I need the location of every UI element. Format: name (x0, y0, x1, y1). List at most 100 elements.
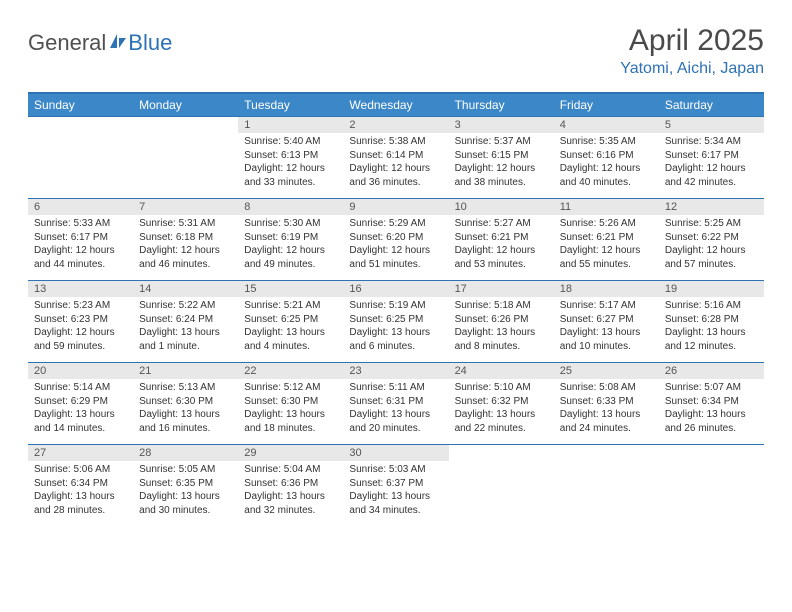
sunset-text: Sunset: 6:17 PM (34, 231, 127, 245)
logo: General Blue (28, 30, 172, 56)
daylight-text: Daylight: 12 hours and 53 minutes. (455, 244, 548, 271)
daylight-text: Daylight: 12 hours and 59 minutes. (34, 326, 127, 353)
calendar-day-cell: 12Sunrise: 5:25 AMSunset: 6:22 PMDayligh… (659, 199, 764, 281)
daylight-text: Daylight: 13 hours and 16 minutes. (139, 408, 232, 435)
header: General Blue April 2025 Yatomi, Aichi, J… (28, 24, 764, 78)
day-number: 10 (449, 199, 554, 215)
sunrise-text: Sunrise: 5:10 AM (455, 381, 548, 395)
calendar-day-cell: 23Sunrise: 5:11 AMSunset: 6:31 PMDayligh… (343, 363, 448, 445)
sunrise-text: Sunrise: 5:06 AM (34, 463, 127, 477)
daylight-text: Daylight: 12 hours and 42 minutes. (665, 162, 758, 189)
calendar-day-cell: 17Sunrise: 5:18 AMSunset: 6:26 PMDayligh… (449, 281, 554, 363)
sunrise-text: Sunrise: 5:34 AM (665, 135, 758, 149)
day-number: 21 (133, 363, 238, 379)
calendar-day-cell: 2Sunrise: 5:38 AMSunset: 6:14 PMDaylight… (343, 117, 448, 199)
day-content: Sunrise: 5:12 AMSunset: 6:30 PMDaylight:… (238, 379, 343, 439)
sunrise-text: Sunrise: 5:16 AM (665, 299, 758, 313)
day-number: 26 (659, 363, 764, 379)
day-number: 18 (554, 281, 659, 297)
day-number: 9 (343, 199, 448, 215)
day-number: 27 (28, 445, 133, 461)
day-number: 22 (238, 363, 343, 379)
sunset-text: Sunset: 6:32 PM (455, 395, 548, 409)
daylight-text: Daylight: 12 hours and 36 minutes. (349, 162, 442, 189)
sunrise-text: Sunrise: 5:38 AM (349, 135, 442, 149)
sunrise-text: Sunrise: 5:07 AM (665, 381, 758, 395)
daylight-text: Daylight: 13 hours and 6 minutes. (349, 326, 442, 353)
sunset-text: Sunset: 6:30 PM (244, 395, 337, 409)
weekday-header: Saturday (659, 93, 764, 117)
day-content: Sunrise: 5:34 AMSunset: 6:17 PMDaylight:… (659, 133, 764, 193)
calendar-day-cell: 7Sunrise: 5:31 AMSunset: 6:18 PMDaylight… (133, 199, 238, 281)
sunset-text: Sunset: 6:22 PM (665, 231, 758, 245)
calendar-empty-cell (133, 117, 238, 199)
sunrise-text: Sunrise: 5:37 AM (455, 135, 548, 149)
sunrise-text: Sunrise: 5:04 AM (244, 463, 337, 477)
daylight-text: Daylight: 13 hours and 24 minutes. (560, 408, 653, 435)
calendar-day-cell: 11Sunrise: 5:26 AMSunset: 6:21 PMDayligh… (554, 199, 659, 281)
day-content: Sunrise: 5:18 AMSunset: 6:26 PMDaylight:… (449, 297, 554, 357)
sunset-text: Sunset: 6:27 PM (560, 313, 653, 327)
day-number: 3 (449, 117, 554, 133)
day-content: Sunrise: 5:04 AMSunset: 6:36 PMDaylight:… (238, 461, 343, 521)
sunset-text: Sunset: 6:15 PM (455, 149, 548, 163)
logo-text-general: General (28, 30, 106, 56)
day-number: 8 (238, 199, 343, 215)
sunset-text: Sunset: 6:25 PM (349, 313, 442, 327)
weekday-header: Friday (554, 93, 659, 117)
logo-text-blue: Blue (128, 30, 172, 56)
day-number: 6 (28, 199, 133, 215)
calendar-day-cell: 4Sunrise: 5:35 AMSunset: 6:16 PMDaylight… (554, 117, 659, 199)
day-content: Sunrise: 5:16 AMSunset: 6:28 PMDaylight:… (659, 297, 764, 357)
daylight-text: Daylight: 12 hours and 57 minutes. (665, 244, 758, 271)
daylight-text: Daylight: 12 hours and 46 minutes. (139, 244, 232, 271)
calendar-week-row: 1Sunrise: 5:40 AMSunset: 6:13 PMDaylight… (28, 117, 764, 199)
daylight-text: Daylight: 13 hours and 22 minutes. (455, 408, 548, 435)
sunrise-text: Sunrise: 5:31 AM (139, 217, 232, 231)
sunrise-text: Sunrise: 5:23 AM (34, 299, 127, 313)
day-number: 12 (659, 199, 764, 215)
day-number: 29 (238, 445, 343, 461)
calendar-page: General Blue April 2025 Yatomi, Aichi, J… (0, 0, 792, 527)
sunset-text: Sunset: 6:19 PM (244, 231, 337, 245)
sunrise-text: Sunrise: 5:33 AM (34, 217, 127, 231)
sunset-text: Sunset: 6:36 PM (244, 477, 337, 491)
calendar-day-cell: 5Sunrise: 5:34 AMSunset: 6:17 PMDaylight… (659, 117, 764, 199)
daylight-text: Daylight: 13 hours and 12 minutes. (665, 326, 758, 353)
day-content: Sunrise: 5:33 AMSunset: 6:17 PMDaylight:… (28, 215, 133, 275)
day-content: Sunrise: 5:14 AMSunset: 6:29 PMDaylight:… (28, 379, 133, 439)
calendar-day-cell: 18Sunrise: 5:17 AMSunset: 6:27 PMDayligh… (554, 281, 659, 363)
sunrise-text: Sunrise: 5:35 AM (560, 135, 653, 149)
day-content: Sunrise: 5:08 AMSunset: 6:33 PMDaylight:… (554, 379, 659, 439)
daylight-text: Daylight: 13 hours and 30 minutes. (139, 490, 232, 517)
daylight-text: Daylight: 12 hours and 33 minutes. (244, 162, 337, 189)
sunset-text: Sunset: 6:16 PM (560, 149, 653, 163)
weekday-header: Wednesday (343, 93, 448, 117)
day-number: 11 (554, 199, 659, 215)
calendar-day-cell: 19Sunrise: 5:16 AMSunset: 6:28 PMDayligh… (659, 281, 764, 363)
sunrise-text: Sunrise: 5:12 AM (244, 381, 337, 395)
day-number: 13 (28, 281, 133, 297)
weekday-header: Thursday (449, 93, 554, 117)
sunrise-text: Sunrise: 5:27 AM (455, 217, 548, 231)
daylight-text: Daylight: 13 hours and 26 minutes. (665, 408, 758, 435)
day-content: Sunrise: 5:10 AMSunset: 6:32 PMDaylight:… (449, 379, 554, 439)
day-number: 4 (554, 117, 659, 133)
day-content: Sunrise: 5:29 AMSunset: 6:20 PMDaylight:… (343, 215, 448, 275)
logo-sail-icon (108, 32, 128, 55)
sunrise-text: Sunrise: 5:13 AM (139, 381, 232, 395)
daylight-text: Daylight: 12 hours and 38 minutes. (455, 162, 548, 189)
sunrise-text: Sunrise: 5:05 AM (139, 463, 232, 477)
calendar-day-cell: 21Sunrise: 5:13 AMSunset: 6:30 PMDayligh… (133, 363, 238, 445)
day-content: Sunrise: 5:05 AMSunset: 6:35 PMDaylight:… (133, 461, 238, 521)
calendar-empty-cell (28, 117, 133, 199)
daylight-text: Daylight: 13 hours and 1 minute. (139, 326, 232, 353)
calendar-body: 1Sunrise: 5:40 AMSunset: 6:13 PMDaylight… (28, 117, 764, 527)
calendar-empty-cell (659, 445, 764, 527)
daylight-text: Daylight: 12 hours and 49 minutes. (244, 244, 337, 271)
day-content: Sunrise: 5:23 AMSunset: 6:23 PMDaylight:… (28, 297, 133, 357)
daylight-text: Daylight: 13 hours and 10 minutes. (560, 326, 653, 353)
sunrise-text: Sunrise: 5:29 AM (349, 217, 442, 231)
calendar-week-row: 20Sunrise: 5:14 AMSunset: 6:29 PMDayligh… (28, 363, 764, 445)
day-content: Sunrise: 5:26 AMSunset: 6:21 PMDaylight:… (554, 215, 659, 275)
